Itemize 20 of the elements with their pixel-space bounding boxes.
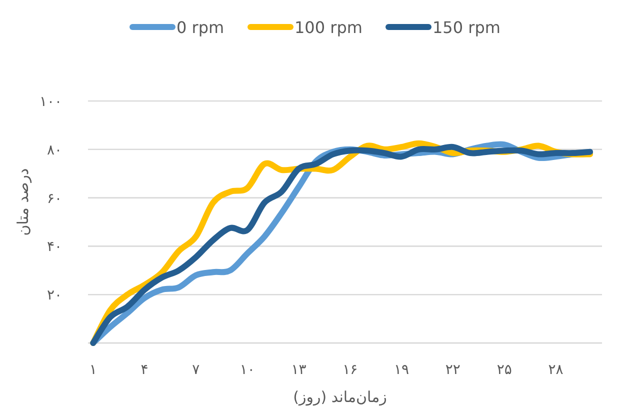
- legend-label: 0 rpm: [176, 18, 224, 37]
- x-tick-label: ۲۲: [445, 362, 460, 378]
- x-tick-label: ۱۰: [240, 362, 255, 378]
- y-axis-title: درصد متان: [14, 168, 32, 236]
- x-tick-label: ۱۹: [394, 362, 410, 378]
- x-tick-label: ۷: [192, 362, 200, 378]
- x-tick-label: ۱۳: [291, 362, 307, 378]
- y-tick-label: ۴۰: [46, 239, 62, 256]
- x-tick-label: ۱: [89, 362, 97, 378]
- y-tick-label: ۲۰: [46, 288, 62, 304]
- legend-label: 100 rpm: [294, 18, 362, 37]
- y-tick-label: ۸۰: [46, 142, 62, 158]
- legend-label: 150 rpm: [432, 18, 500, 37]
- x-tick-label: ۲۸: [548, 362, 564, 378]
- x-tick-label: ۴: [140, 362, 148, 378]
- y-tick-label: ۶۰: [46, 190, 62, 207]
- x-tick-label: ۱۶: [342, 362, 358, 378]
- x-axis-title: زمان‌ماند (روز): [293, 388, 387, 406]
- y-tick-label: ۱۰۰: [39, 94, 62, 110]
- x-tick-label: ۲۵: [496, 362, 512, 378]
